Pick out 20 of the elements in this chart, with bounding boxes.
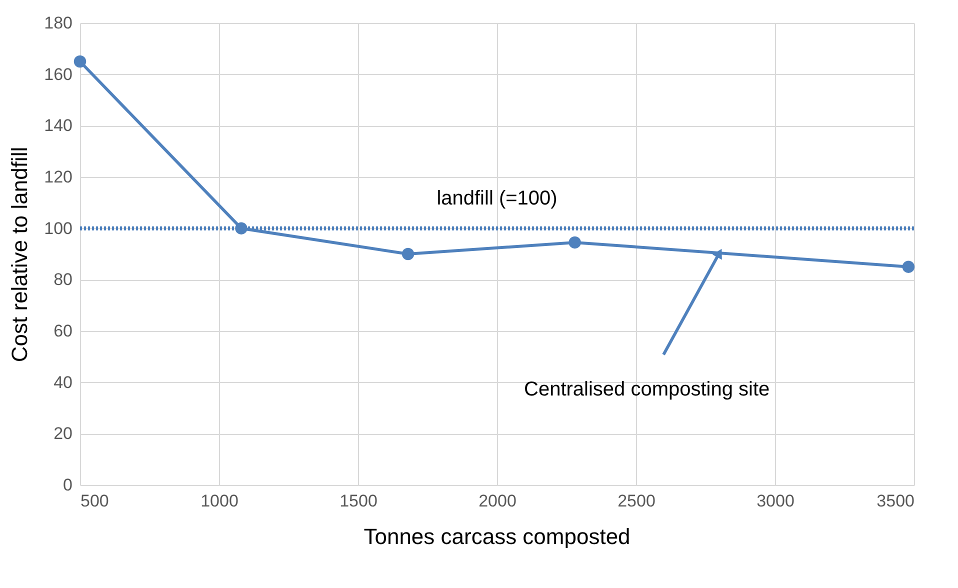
- y-tick-label: 160: [44, 64, 72, 84]
- x-tick-label: 3500: [876, 492, 914, 510]
- x-tick-label: 1500: [340, 492, 378, 510]
- y-tick-label: 60: [54, 322, 72, 340]
- x-tick-label: 3000: [756, 492, 794, 510]
- x-tick-label: 2500: [618, 492, 656, 510]
- y-tick-label: 40: [54, 372, 72, 392]
- y-tick-label: 180: [44, 14, 72, 32]
- y-tick-label: 120: [44, 168, 72, 186]
- y-tick-label: 100: [44, 218, 72, 238]
- y-tick-label: 20: [54, 424, 72, 444]
- y-tick-label: 80: [54, 270, 72, 290]
- annotation: Centralised composting site: [524, 378, 770, 400]
- y-axis-title: Cost relative to landfill: [7, 146, 32, 362]
- x-tick-label: 500: [80, 492, 109, 510]
- ref-line-label: landfill (=100): [436, 187, 558, 210]
- y-tick-label: 140: [44, 116, 72, 136]
- x-tick-label: 2000: [478, 492, 516, 510]
- x-tick-label: 1000: [200, 492, 238, 510]
- y-tick-label: 0: [63, 476, 72, 494]
